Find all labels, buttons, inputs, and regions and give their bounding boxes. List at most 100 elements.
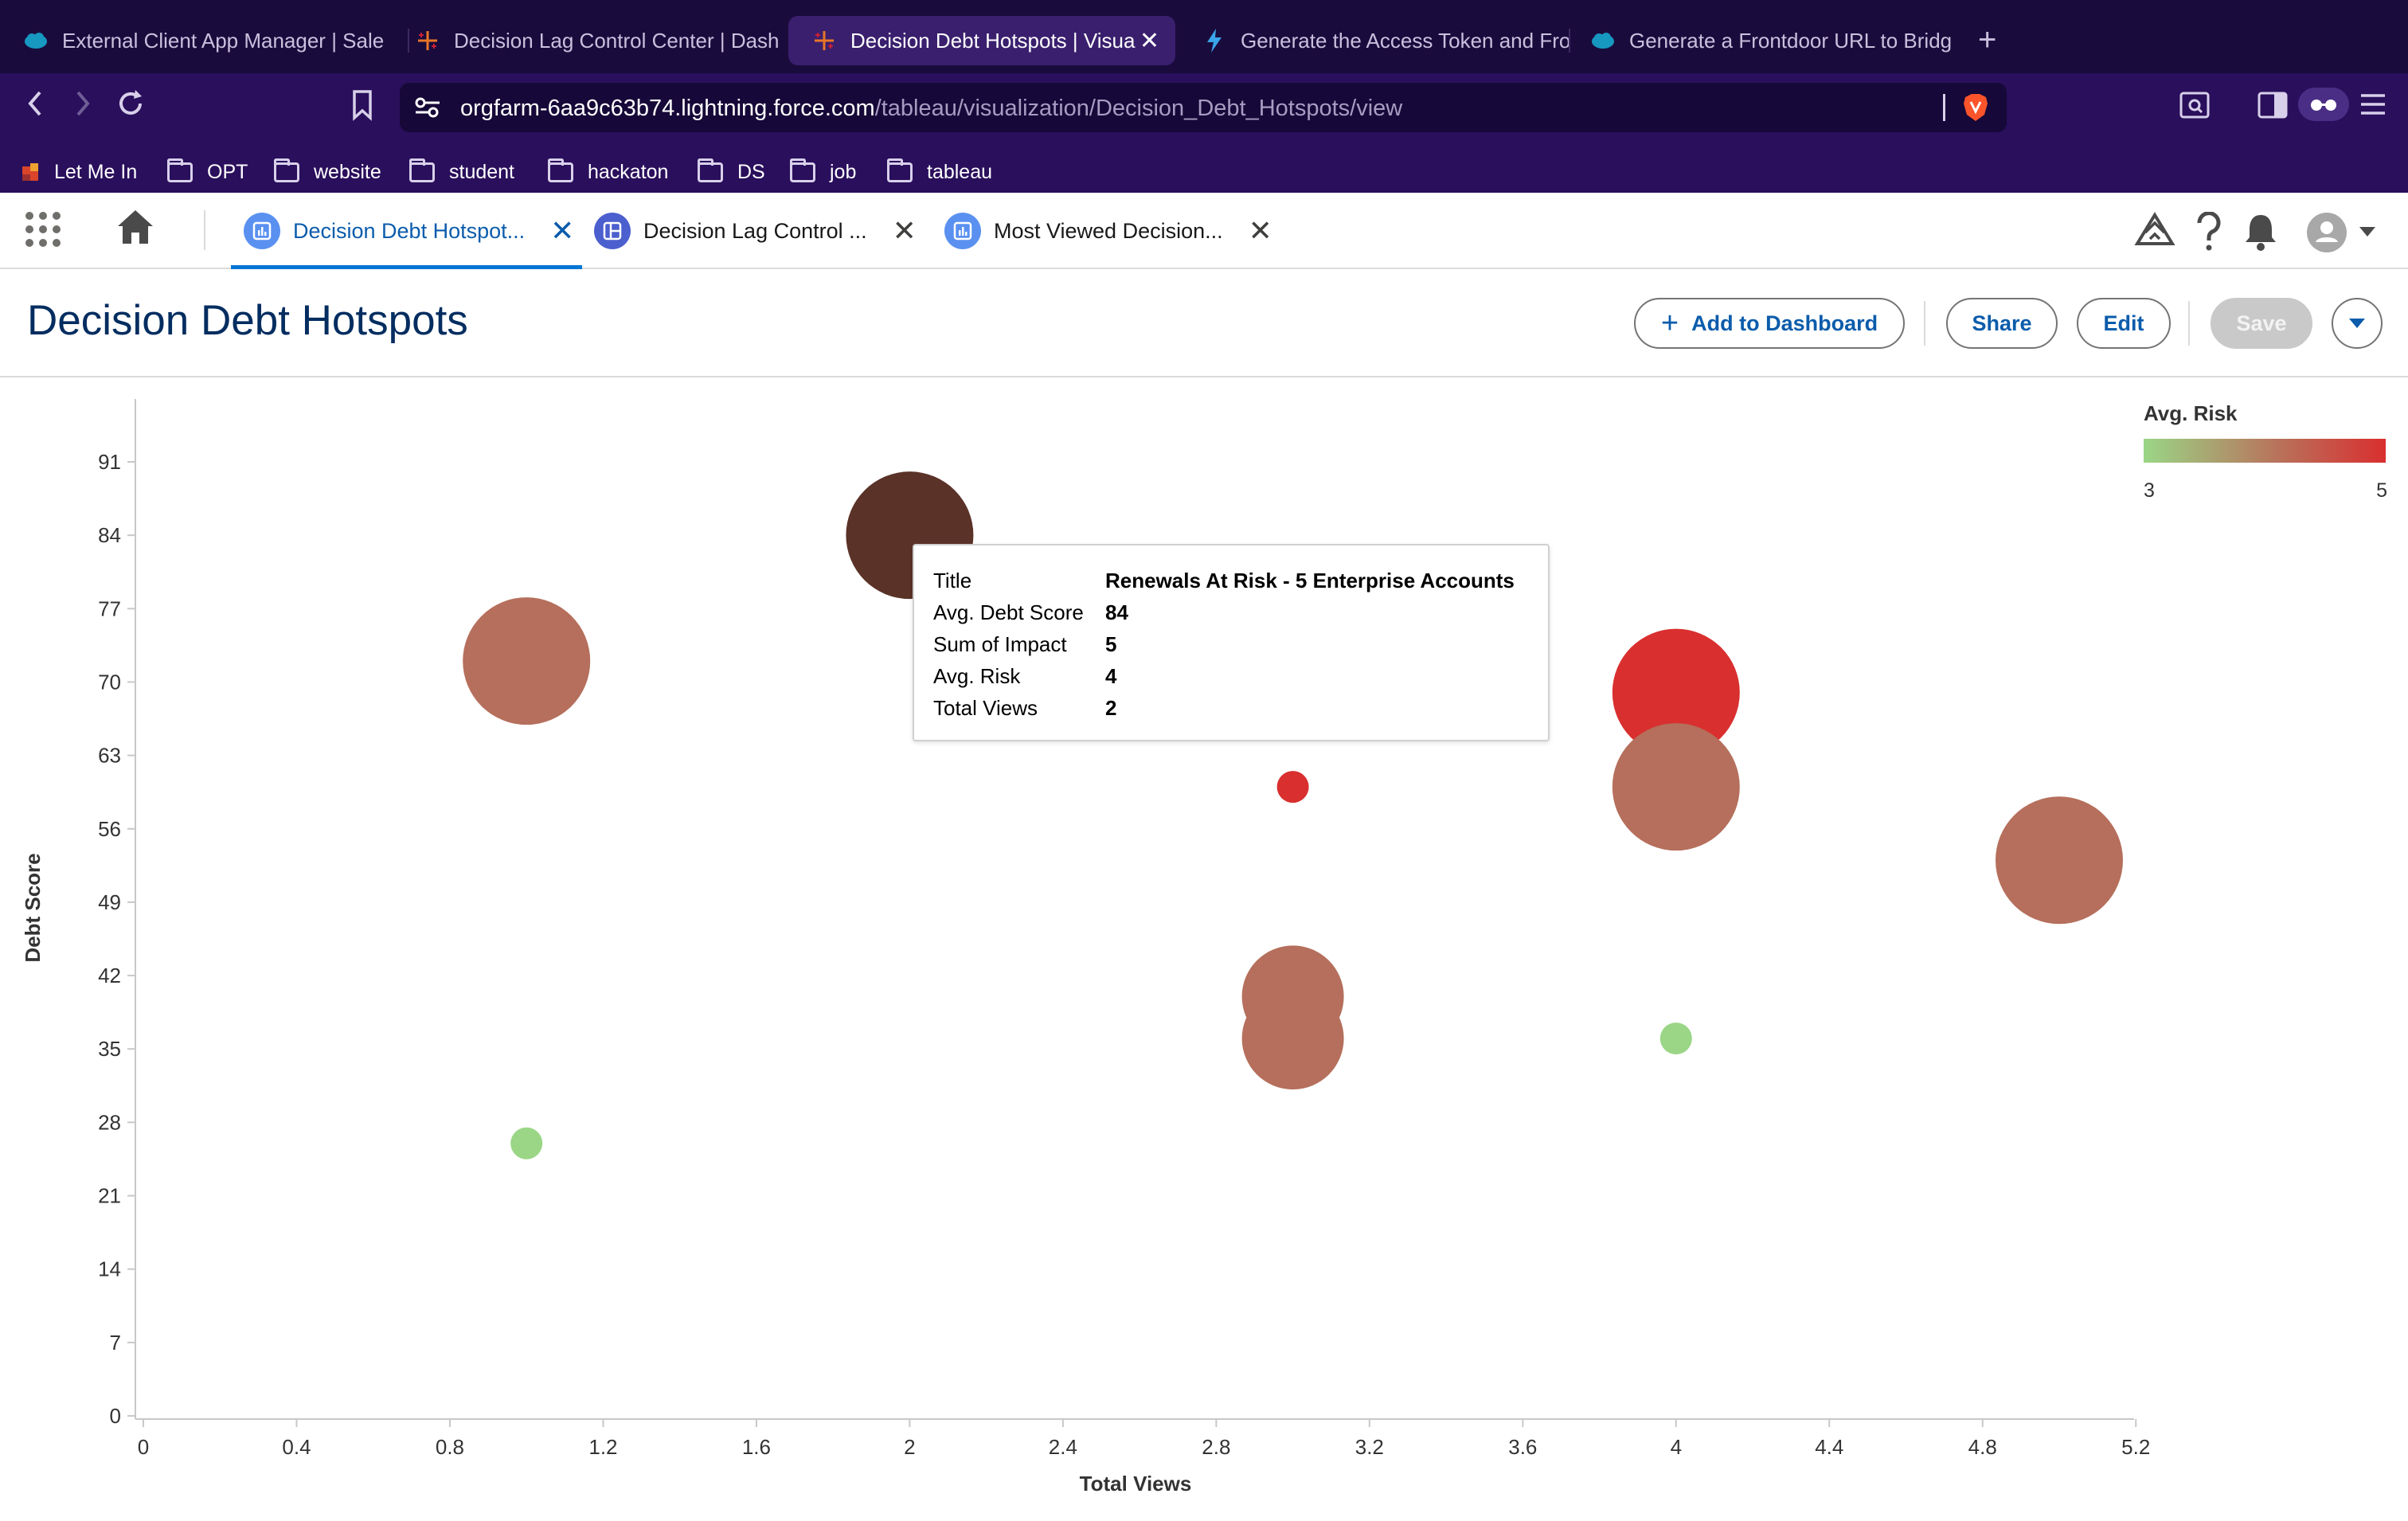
bookmark-label: OPT — [207, 160, 248, 183]
browser-tab-title: Generate a Frontdoor URL to Bridg — [1629, 28, 1953, 53]
legend-max-label: 5 — [2376, 479, 2387, 502]
tooltip-key: Avg. Risk — [933, 663, 1021, 688]
bookmark-folder-website[interactable]: website — [274, 158, 381, 186]
y-tick-label: 49 — [98, 890, 121, 914]
scatter-point[interactable] — [1996, 796, 2123, 925]
close-tab-icon[interactable]: ✕ — [550, 214, 575, 247]
bookmark-folder-tableau[interactable]: tableau — [887, 158, 992, 186]
y-tick-label: 35 — [98, 1037, 121, 1061]
save-button[interactable]: Save — [2211, 298, 2312, 349]
scatter-point[interactable] — [1276, 771, 1309, 804]
bookmark-icon[interactable] — [350, 89, 374, 121]
share-button[interactable]: Share — [1946, 298, 2058, 349]
user-avatar-icon[interactable] — [2306, 212, 2347, 253]
help-icon[interactable] — [2195, 212, 2223, 252]
tooltip-value: 4 — [1105, 663, 1117, 688]
scatter-point[interactable] — [463, 597, 591, 725]
scatter-point[interactable] — [1612, 723, 1740, 851]
user-menu-chevron-down-icon[interactable] — [2359, 226, 2376, 237]
browser-tab-external-client-app[interactable]: External Client App Manager | Sale — [0, 16, 406, 65]
sidebar-toggle-icon[interactable] — [2257, 91, 2289, 119]
legend-title: Avg. Risk — [2144, 401, 2238, 425]
button-divider — [2188, 301, 2190, 346]
folder-icon — [167, 158, 193, 182]
home-icon[interactable] — [116, 209, 154, 245]
bookmark-folder-ds[interactable]: DS — [698, 158, 765, 186]
legend-gradient-bar — [2144, 439, 2386, 463]
browser-tab-frontdoor-url[interactable]: Generate a Frontdoor URL to Bridg — [1567, 16, 1953, 65]
browser-tab-decision-lag[interactable]: Decision Lag Control Center | Dash — [392, 16, 782, 65]
x-tick-label: 2 — [904, 1435, 915, 1459]
close-tab-icon[interactable]: ✕ — [892, 214, 917, 247]
bookmark-let-me-in[interactable]: Let Me In — [21, 158, 137, 186]
tooltip-key: Avg. Debt Score — [933, 600, 1084, 624]
bookmark-folder-opt[interactable]: OPT — [167, 158, 248, 186]
y-tick-label: 84 — [98, 523, 121, 547]
data-points[interactable] — [463, 471, 2123, 1159]
tableau-icon — [812, 29, 836, 53]
browser-tab-access-token[interactable]: Generate the Access Token and Fro — [1179, 16, 1569, 65]
tooltip-key: Sum of Impact — [933, 631, 1067, 656]
site-settings-icon[interactable] — [414, 96, 441, 119]
tab-most-viewed-decision[interactable]: Most Viewed Decision... ✕ — [944, 193, 1272, 269]
bookmark-folder-hackaton[interactable]: hackaton — [548, 158, 668, 186]
trailhead-icon[interactable] — [2134, 212, 2175, 250]
button-divider — [1924, 301, 1925, 346]
y-tick-label: 70 — [98, 670, 121, 694]
reload-icon[interactable] — [115, 88, 147, 119]
browser-tab-decision-debt-hotspots[interactable]: Decision Debt Hotspots | Visua ✕ — [788, 16, 1175, 65]
private-window-badge[interactable] — [2298, 88, 2349, 121]
tab-divider — [1569, 29, 1570, 53]
x-tick-label: 2.8 — [1202, 1435, 1230, 1459]
tableau-icon — [416, 29, 440, 53]
folder-icon — [409, 158, 435, 182]
scatter-point[interactable] — [510, 1127, 543, 1159]
tooltip-value: Renewals At Risk - 5 Enterprise Accounts — [1105, 568, 1515, 592]
tab-decision-debt-hotspots[interactable]: Decision Debt Hotspot... ✕ — [230, 193, 583, 269]
brave-shield-icon[interactable] — [1962, 92, 1989, 123]
folder-icon — [274, 158, 299, 182]
tab-decision-lag-control[interactable]: Decision Lag Control ... ✕ — [594, 193, 917, 269]
tooltip-value: 5 — [1105, 631, 1117, 656]
menu-icon[interactable] — [2359, 91, 2387, 118]
x-axis-title: Total Views — [1080, 1472, 1192, 1496]
notifications-bell-icon[interactable] — [2242, 212, 2279, 252]
close-tab-icon[interactable]: ✕ — [1139, 27, 1159, 54]
back-icon[interactable] — [24, 88, 48, 119]
scatter-point[interactable] — [1659, 1022, 1692, 1055]
x-tick-label: 3.6 — [1508, 1435, 1537, 1459]
x-tick-label: 5.2 — [2121, 1435, 2150, 1459]
x-tick-label: 4.4 — [1815, 1435, 1843, 1459]
browser-toolbar: orgfarm-6aa9c63b74.lightning.force.com/t… — [0, 73, 2408, 210]
tab-label: Decision Debt Hotspot... — [293, 218, 526, 243]
url-divider — [1943, 94, 1945, 121]
salesforce-cloud-icon — [24, 29, 48, 53]
address-bar[interactable]: orgfarm-6aa9c63b74.lightning.force.com/t… — [400, 83, 2007, 132]
tooltip-row-risk: Avg. Risk 4 — [933, 660, 1529, 692]
forward-icon[interactable] — [70, 88, 94, 119]
reader-mode-icon[interactable] — [2179, 91, 2211, 119]
edit-button[interactable]: Edit — [2077, 298, 2171, 349]
bookmark-folder-job[interactable]: job — [790, 158, 856, 186]
folder-icon — [790, 158, 815, 182]
share-label: Share — [1972, 311, 2032, 335]
more-actions-button[interactable] — [2332, 298, 2383, 349]
add-to-dashboard-button[interactable]: + Add to Dashboard — [1634, 298, 1905, 349]
scatter-point[interactable] — [1241, 987, 1344, 1090]
new-tab-button[interactable]: + — [1978, 22, 1997, 57]
visualization-icon — [944, 213, 981, 249]
bookmark-label: hackaton — [588, 160, 669, 183]
lightning-icon — [1202, 29, 1226, 53]
tab-label: Most Viewed Decision... — [994, 218, 1223, 243]
y-tick-label: 0 — [110, 1404, 121, 1428]
y-tick-label: 77 — [98, 596, 121, 620]
close-tab-icon[interactable]: ✕ — [1248, 214, 1272, 247]
scatter-point[interactable] — [1612, 628, 1740, 757]
visualization-icon — [244, 213, 280, 249]
url-path: /tableau/visualization/Decision_Debt_Hot… — [874, 96, 1403, 121]
app-launcher-icon[interactable] — [25, 212, 61, 247]
bookmark-label: job — [830, 160, 857, 183]
bookmark-folder-student[interactable]: student — [409, 158, 514, 186]
